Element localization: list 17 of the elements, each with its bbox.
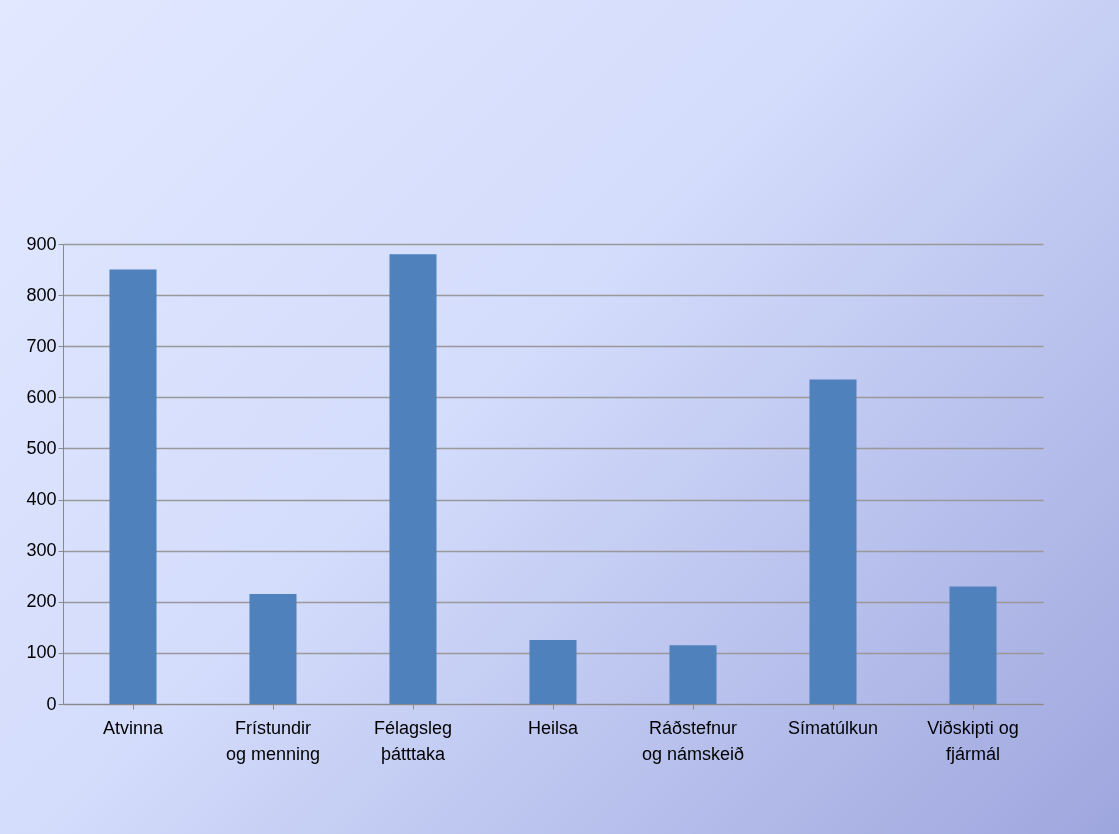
x-tick-label: Frístundir og menning xyxy=(225,717,321,764)
y-tick-label: 0 xyxy=(46,693,57,714)
x-tick-label: Viðskipti og fjármál xyxy=(927,717,1019,764)
x-tick-label: Ráðstefnur og námskeið xyxy=(641,717,745,764)
y-tick-label: 400 xyxy=(26,489,57,510)
y-tick-label: 900 xyxy=(26,233,57,254)
y-tick-label: 700 xyxy=(26,335,57,356)
y-tick-label: 600 xyxy=(26,386,57,407)
y-tick-label: 800 xyxy=(26,284,57,305)
y-tick-label: 200 xyxy=(26,591,57,612)
x-tick-label: Atvinna xyxy=(102,717,164,738)
y-tick-label: 500 xyxy=(26,437,57,458)
x-tick-label: Símatúlkun xyxy=(787,717,879,738)
x-tick-label: Heilsa xyxy=(527,717,579,738)
y-tick-label: 300 xyxy=(26,540,57,561)
x-tick-label: Félagsleg þátttaka xyxy=(373,717,453,764)
y-tick-label: 100 xyxy=(26,642,57,663)
